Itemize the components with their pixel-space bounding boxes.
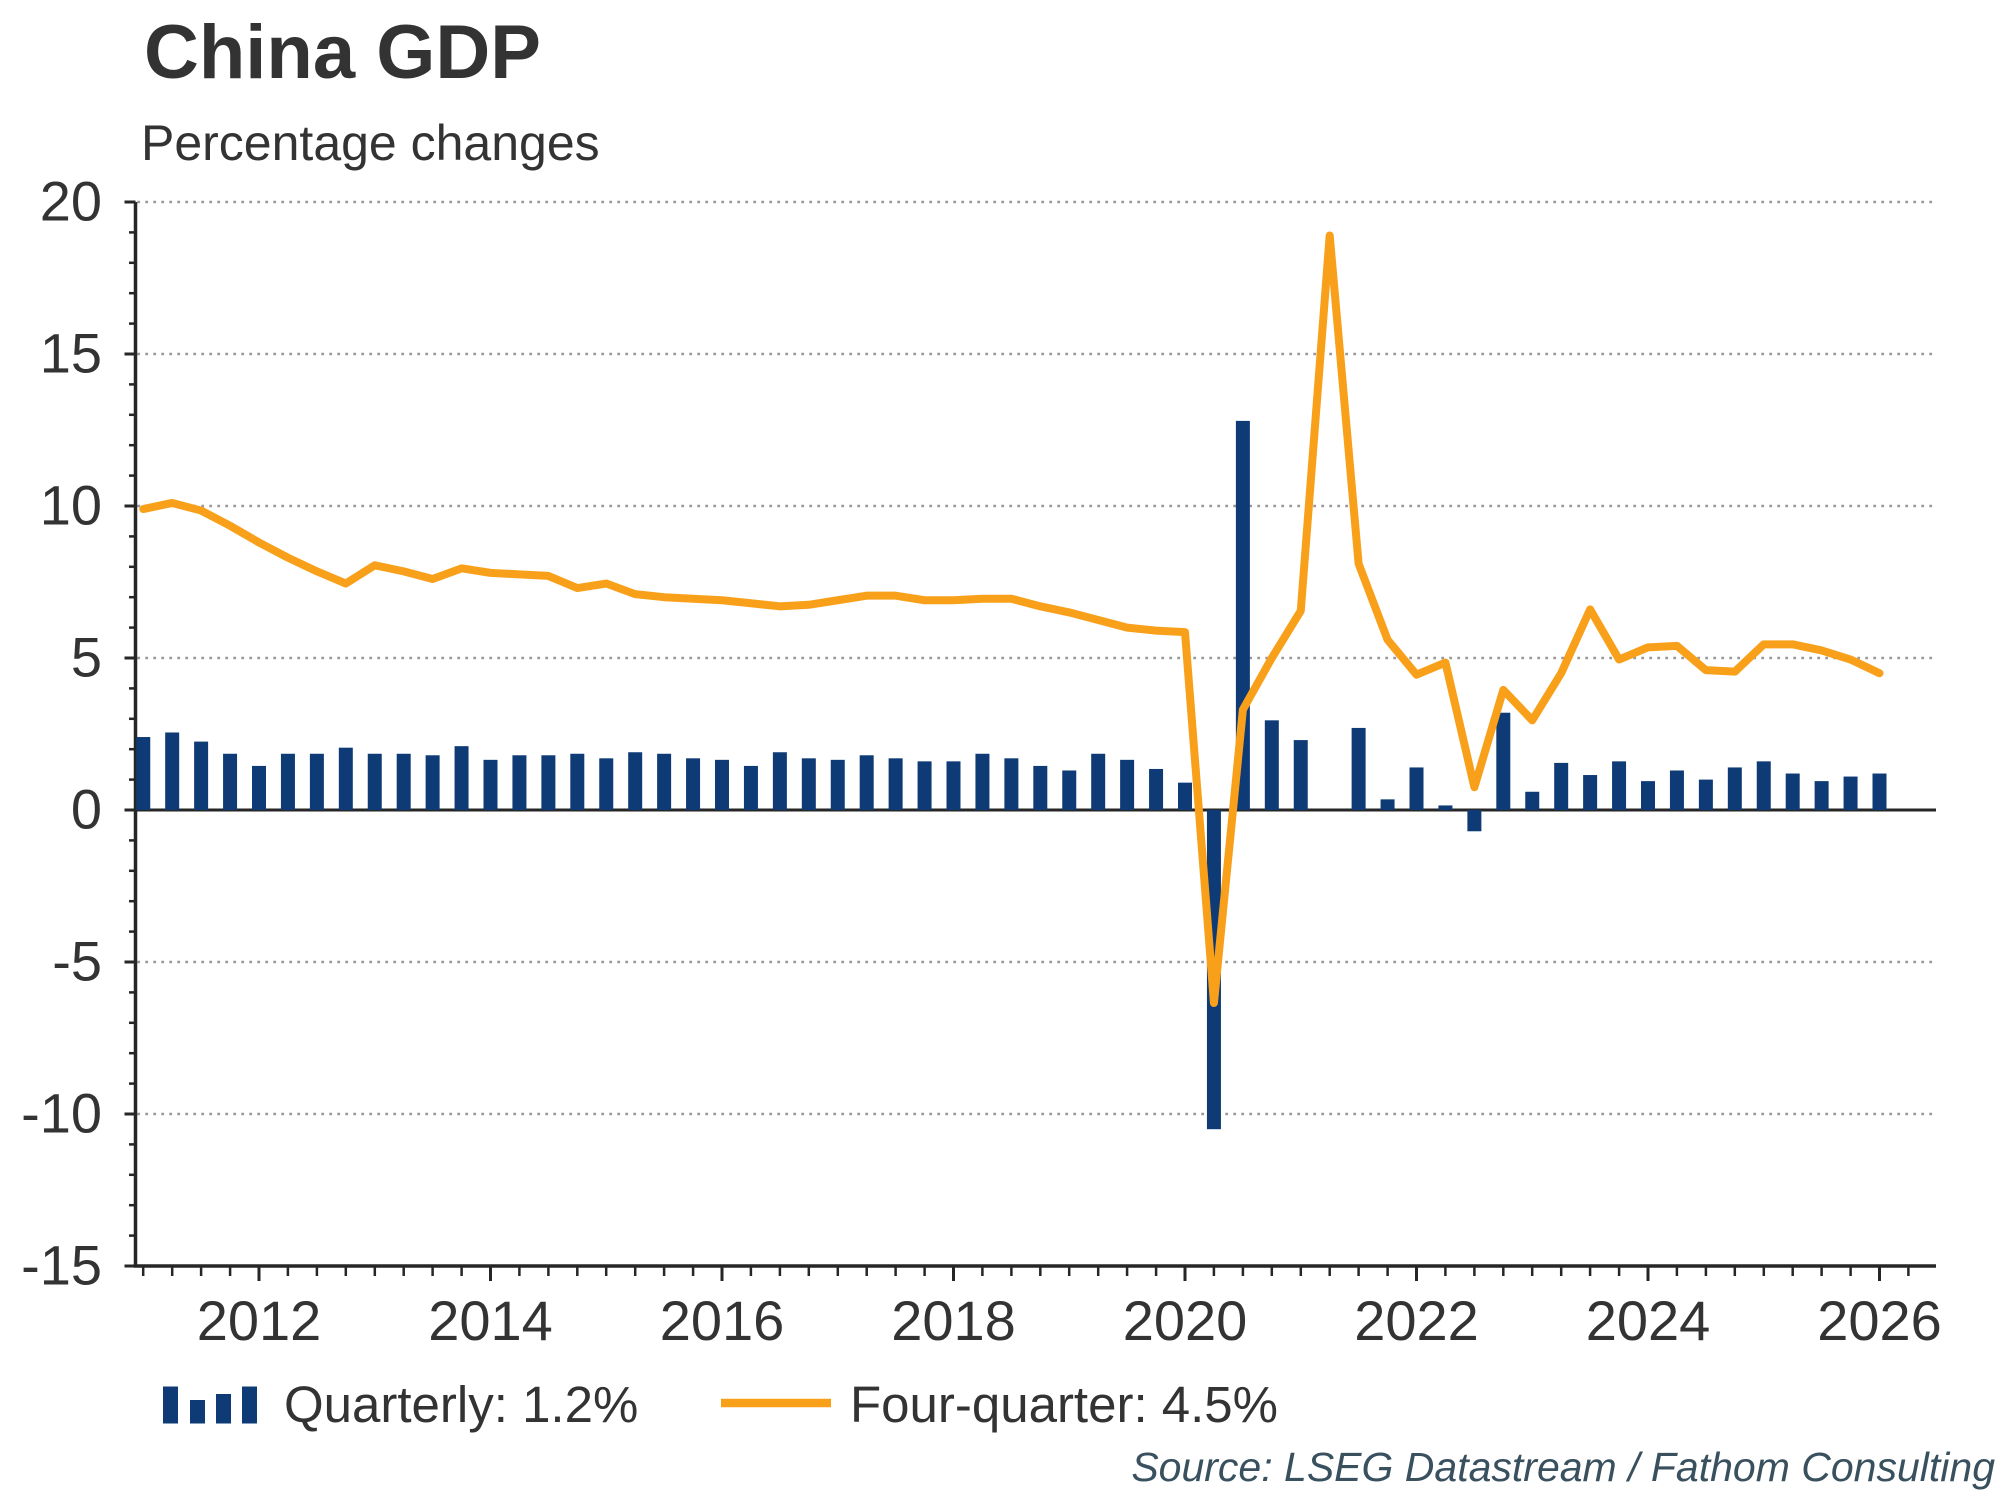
svg-text:2024: 2024 [1586, 1289, 1711, 1352]
svg-text:0: 0 [71, 778, 102, 841]
svg-text:-10: -10 [21, 1082, 102, 1145]
svg-text:-5: -5 [52, 930, 102, 993]
svg-text:10: 10 [40, 474, 102, 537]
svg-text:2014: 2014 [428, 1289, 553, 1352]
svg-text:Quarterly: 1.2%: Quarterly: 1.2% [284, 1376, 638, 1433]
svg-text:2018: 2018 [891, 1289, 1016, 1352]
svg-text:Percentage changes: Percentage changes [141, 115, 600, 171]
svg-text:2016: 2016 [660, 1289, 785, 1352]
svg-text:2012: 2012 [197, 1289, 322, 1352]
svg-text:5: 5 [71, 626, 102, 689]
svg-text:2022: 2022 [1354, 1289, 1479, 1352]
svg-text:-15: -15 [21, 1234, 102, 1297]
svg-text:2020: 2020 [1123, 1289, 1248, 1352]
svg-text:20: 20 [40, 170, 102, 233]
svg-text:Four-quarter: 4.5%: Four-quarter: 4.5% [850, 1376, 1278, 1433]
svg-text:Source: LSEG Datastream / Fath: Source: LSEG Datastream / Fathom Consult… [1131, 1444, 1995, 1490]
svg-text:China GDP: China GDP [144, 10, 541, 95]
svg-text:15: 15 [40, 322, 102, 385]
svg-text:2026: 2026 [1817, 1289, 1942, 1352]
